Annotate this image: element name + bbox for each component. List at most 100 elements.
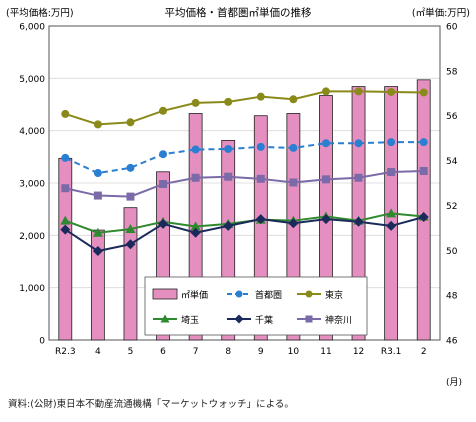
series-point xyxy=(93,120,102,129)
x-tick-label: 8 xyxy=(225,347,231,357)
series-point xyxy=(288,218,299,229)
series-point xyxy=(190,227,201,238)
right-tick-label: 60 xyxy=(446,23,458,33)
x-tick-label: 4 xyxy=(95,347,101,357)
series-point xyxy=(353,216,364,227)
legend-label: 千葉 xyxy=(255,314,273,326)
left-tick-label: 2,000 xyxy=(19,232,45,242)
source-note: 資料:(公財)東日本不動産流通機構「マーケットウォッチ」による。 xyxy=(8,399,294,410)
series-point xyxy=(60,224,71,235)
series-point xyxy=(321,175,330,184)
series-point xyxy=(61,184,70,193)
left-tick-label: 3,000 xyxy=(19,180,45,190)
left-tick-label: 5,000 xyxy=(19,75,45,85)
series-point xyxy=(256,92,265,101)
left-tick-label: 0 xyxy=(39,337,45,347)
x-tick-label: 9 xyxy=(258,347,264,357)
series-point xyxy=(321,87,330,96)
series-point xyxy=(255,214,266,225)
series-point xyxy=(158,218,169,229)
right-tick-label: 54 xyxy=(446,157,458,167)
legend-label: 神奈川 xyxy=(325,314,352,326)
series-point xyxy=(354,173,363,182)
legend-marker xyxy=(234,314,244,324)
series-point xyxy=(126,192,135,201)
series-line xyxy=(64,141,424,175)
left-tick-label: 1,000 xyxy=(19,284,45,294)
legend-label: 首都圏 xyxy=(255,289,282,301)
legend-label: ㎡単価 xyxy=(181,289,208,301)
series-point xyxy=(256,142,265,151)
series-point xyxy=(224,97,233,106)
series-point xyxy=(126,163,135,172)
series-point xyxy=(289,95,298,104)
series-point xyxy=(61,153,70,162)
legend-label: 東京 xyxy=(325,289,343,301)
x-tick-label: 11 xyxy=(320,347,331,357)
x-tick-label: R3.1 xyxy=(381,347,402,357)
series-line xyxy=(64,90,424,126)
x-tick-label: 7 xyxy=(193,347,199,357)
series-point xyxy=(354,139,363,148)
series-point xyxy=(387,138,396,147)
legend-swatch xyxy=(152,288,178,300)
series-point xyxy=(289,143,298,152)
series-point xyxy=(190,221,201,231)
series-point xyxy=(125,224,136,234)
right-tick-label: 48 xyxy=(446,292,458,302)
left-tick-label: 4,000 xyxy=(19,127,45,137)
series-point xyxy=(289,178,298,187)
legend-marker xyxy=(305,315,313,323)
x-tick-label: 5 xyxy=(128,347,134,357)
series-point xyxy=(92,246,103,257)
left-tick-label: 6,000 xyxy=(19,23,45,33)
series-point xyxy=(159,180,168,189)
legend-marker xyxy=(160,314,170,323)
series-point xyxy=(93,169,102,178)
series-line xyxy=(65,169,424,198)
series-point xyxy=(320,214,331,225)
series-point xyxy=(191,145,200,154)
x-tick-label: 12 xyxy=(353,347,364,357)
right-tick-label: 52 xyxy=(446,202,457,212)
chart-title: 平均価格・首都圏㎡単価の推移 xyxy=(165,6,312,19)
series-point xyxy=(191,173,200,182)
series-point xyxy=(159,106,168,115)
x-unit-label: (月) xyxy=(446,377,462,388)
bar xyxy=(123,207,138,341)
series-point xyxy=(386,220,397,231)
legend-box xyxy=(144,276,368,336)
right-tick-label: 56 xyxy=(446,112,458,122)
series-point xyxy=(191,98,200,107)
series-point xyxy=(321,139,330,148)
x-tick-label: 6 xyxy=(160,347,166,357)
series-point xyxy=(126,118,135,127)
right-axis-label: (㎡単価:万円) xyxy=(412,7,470,19)
right-tick-label: 50 xyxy=(446,247,458,257)
bar xyxy=(416,79,431,341)
series-point xyxy=(93,191,102,200)
series-point xyxy=(419,166,428,175)
x-tick-label: 2 xyxy=(421,347,427,357)
plot-frame xyxy=(48,25,441,341)
right-tick-label: 46 xyxy=(446,337,458,347)
series-point xyxy=(159,150,168,159)
series-point xyxy=(256,174,265,183)
x-tick-label: 10 xyxy=(288,347,300,357)
series-point xyxy=(354,87,363,96)
series-point xyxy=(224,172,233,181)
series-point xyxy=(387,87,396,96)
series-point xyxy=(419,88,428,97)
right-tick-label: 58 xyxy=(446,67,458,77)
series-point xyxy=(61,109,70,118)
series-point xyxy=(224,144,233,153)
legend-label: 埼玉 xyxy=(181,314,199,326)
legend-marker xyxy=(235,290,243,298)
left-axis-label: (平均価格:万円) xyxy=(6,7,74,19)
series-point xyxy=(60,215,71,225)
x-tick-label: R2.3 xyxy=(55,347,76,357)
series-line xyxy=(64,216,424,253)
legend-marker xyxy=(305,290,313,298)
